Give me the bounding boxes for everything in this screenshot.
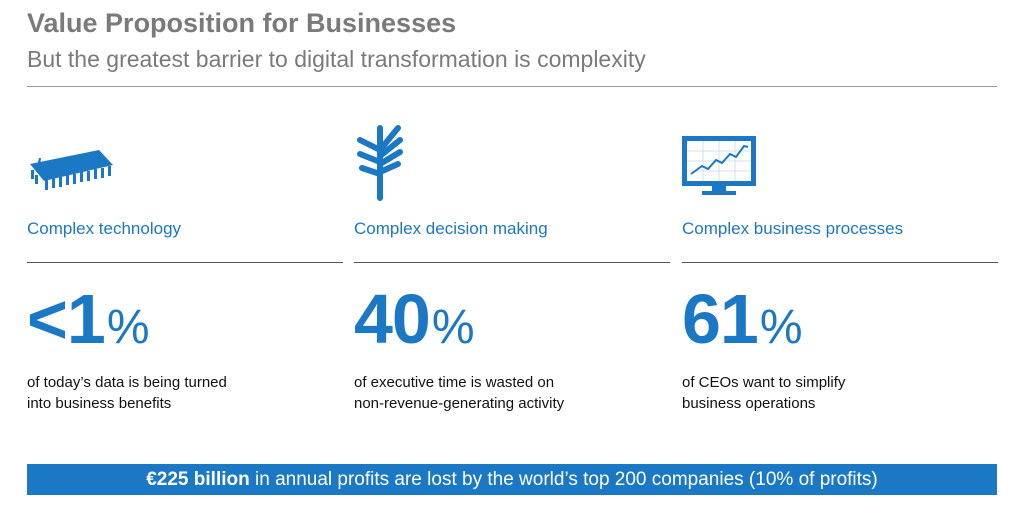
column-label: Complex decision making <box>354 219 548 238</box>
description-line: into business benefits <box>27 395 172 412</box>
summary-banner: €225 billion in annual profits are lost … <box>27 464 997 495</box>
header-divider <box>27 86 997 87</box>
column-complex-business-processes: Complex business processes 61% of CEOs w… <box>682 120 998 430</box>
stat-unit: % <box>431 301 475 354</box>
column-divider <box>27 262 343 263</box>
stat-figure: 40% <box>354 284 475 354</box>
stat-figure: <1% <box>27 284 150 354</box>
page-title: Value Proposition for Businesses <box>27 8 457 38</box>
column-label: Complex technology <box>27 219 182 238</box>
stat-unit: % <box>106 301 150 354</box>
description-line: of CEOs want to simplify <box>682 374 846 391</box>
stat-value: 40 <box>354 280 431 358</box>
stat-description: of CEOs want to simplify business operat… <box>682 372 982 414</box>
stat-description: of today’s data is being turned into bus… <box>27 372 327 414</box>
signpost-icon <box>357 125 403 201</box>
column-complex-technology: Complex technology <1% of today’s data i… <box>27 120 343 430</box>
column-complex-decision-making: Complex decision making 40% of executive… <box>354 120 670 430</box>
stat-value: <1 <box>27 280 106 358</box>
stat-unit: % <box>759 301 803 354</box>
description-line: non-revenue-generating activity <box>354 395 565 412</box>
banner-highlight: €225 billion <box>146 469 250 490</box>
stat-value: 61 <box>682 280 759 358</box>
description-line: business operations <box>682 395 816 412</box>
banner-text: in annual profits are lost by the world’… <box>249 469 878 490</box>
stat-description: of executive time is wasted on non-reven… <box>354 372 654 414</box>
monitor-chart-icon <box>682 136 756 195</box>
description-line: of executive time is wasted on <box>354 374 555 391</box>
column-divider <box>354 262 670 263</box>
stat-figure: 61% <box>682 284 803 354</box>
column-label: Complex business processes <box>682 219 904 238</box>
chip-icon <box>30 150 113 190</box>
description-line: of today’s data is being turned <box>27 374 227 391</box>
column-divider <box>682 262 998 263</box>
page-subtitle: But the greatest barrier to digital tran… <box>27 46 646 72</box>
